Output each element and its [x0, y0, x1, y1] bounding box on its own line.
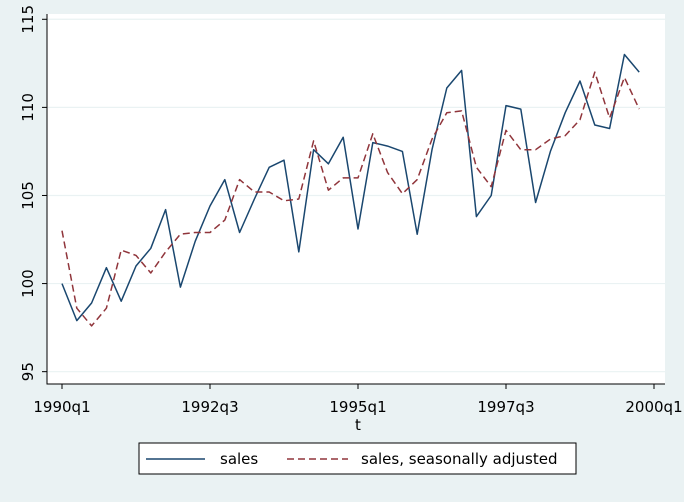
legend-label-sales: sales: [220, 450, 258, 468]
series-layer: [61, 53, 640, 327]
x-axis-title: t: [355, 416, 361, 434]
legend-box: [138, 442, 577, 475]
series-line-sales: [61, 53, 640, 322]
y-tick-label-95: 95: [19, 362, 37, 381]
x-tick-label-2000q1: 2000q1: [625, 398, 682, 416]
legend: sales sales, seasonally adjusted: [138, 442, 577, 475]
gridlines: [47, 18, 665, 373]
plot-area: [47, 14, 665, 384]
legend-label-sales-seasonally-adjusted: sales, seasonally adjusted: [361, 450, 558, 468]
y-tick-label-115: 115: [19, 5, 37, 34]
y-tick-label-100: 100: [19, 269, 37, 298]
y-tick-label-105: 105: [19, 181, 37, 210]
x-tick-label-1995q1: 1995q1: [329, 398, 386, 416]
x-tick-label-1990q1: 1990q1: [33, 398, 90, 416]
x-tick-label-1992q3: 1992q3: [181, 398, 238, 416]
series-line-sales-seasonally-adjusted: [61, 71, 640, 327]
x-tick-label-1997q3: 1997q3: [477, 398, 534, 416]
y-tick-label-110: 110: [19, 93, 37, 122]
axes: 95 100 105 110 115 1990q1 1992q3 1995q1 1997q3 20…: [19, 5, 683, 416]
